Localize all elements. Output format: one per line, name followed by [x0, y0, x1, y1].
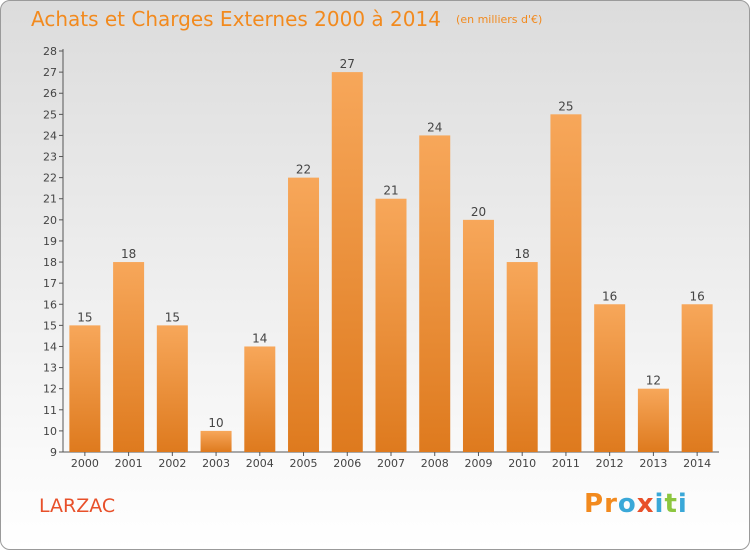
y-tick-label: 17	[43, 277, 57, 290]
bar	[419, 135, 451, 452]
x-tick-label: 2003	[202, 457, 230, 470]
y-tick-label: 9	[50, 446, 57, 459]
logo-letter: i	[677, 489, 688, 519]
bar	[331, 72, 363, 453]
bar-value-label: 24	[427, 120, 442, 134]
y-tick-label: 27	[43, 66, 57, 79]
bar	[156, 325, 188, 452]
bar-value-label: 12	[646, 374, 661, 388]
bar-value-label: 14	[252, 331, 267, 345]
bar-value-label: 16	[602, 289, 617, 303]
bar-value-label: 18	[515, 247, 530, 261]
y-tick-label: 14	[43, 340, 57, 353]
x-tick-label: 2006	[333, 457, 361, 470]
y-tick-label: 26	[43, 87, 57, 100]
bar-value-label: 10	[208, 416, 223, 430]
x-tick-label: 2000	[71, 457, 99, 470]
bar	[550, 114, 582, 452]
logo-letter: x	[636, 489, 655, 519]
bar-value-label: 16	[689, 289, 704, 303]
logo-letter: o	[617, 489, 637, 519]
bar-value-label: 15	[77, 310, 92, 324]
y-tick-label: 20	[43, 214, 57, 227]
bar	[288, 177, 320, 452]
y-tick-label: 10	[43, 425, 57, 438]
chart-title: Achats et Charges Externes 2000 à 2014	[31, 7, 441, 31]
chart-title-block: Achats et Charges Externes 2000 à 2014 (…	[31, 7, 542, 31]
y-tick-label: 21	[43, 193, 57, 206]
y-tick-label: 18	[43, 256, 57, 269]
y-tick-label: 19	[43, 235, 57, 248]
bar	[69, 325, 101, 452]
x-tick-label: 2004	[246, 457, 274, 470]
bar	[200, 430, 232, 452]
bar	[506, 262, 538, 452]
y-tick-label: 22	[43, 172, 57, 185]
x-tick-label: 2005	[290, 457, 318, 470]
logo-letter: i	[654, 489, 665, 519]
y-tick-label: 15	[43, 319, 57, 332]
bar	[113, 262, 145, 452]
bar-value-label: 20	[471, 205, 486, 219]
bar	[594, 304, 626, 452]
y-tick-label: 23	[43, 151, 57, 164]
y-tick-label: 28	[43, 45, 57, 58]
bar-value-label: 27	[340, 57, 355, 71]
bar-value-label: 25	[558, 99, 573, 113]
bar	[681, 304, 713, 452]
bar	[637, 388, 669, 452]
logo-letter: t	[664, 489, 678, 519]
y-tick-label: 13	[43, 362, 57, 375]
x-tick-label: 2012	[596, 457, 624, 470]
x-tick-label: 2002	[158, 457, 186, 470]
logo-letter: r	[604, 489, 618, 519]
y-tick-label: 11	[43, 404, 57, 417]
bar-value-label: 15	[165, 310, 180, 324]
x-tick-label: 2009	[464, 457, 492, 470]
chart-unit: (en milliers d'€)	[456, 13, 543, 26]
bar	[244, 346, 276, 452]
bar-value-label: 22	[296, 163, 311, 177]
x-tick-label: 2007	[377, 457, 405, 470]
y-tick-label: 24	[43, 129, 57, 142]
commune-name: LARZAC	[39, 495, 116, 517]
x-tick-label: 2011	[552, 457, 580, 470]
bar-value-label: 18	[121, 247, 136, 261]
x-tick-label: 2001	[115, 457, 143, 470]
proxiti-logo[interactable]: Proxiti	[584, 489, 688, 519]
y-tick-label: 25	[43, 108, 57, 121]
bar	[462, 219, 494, 452]
x-tick-label: 2010	[508, 457, 536, 470]
x-tick-label: 2014	[683, 457, 711, 470]
y-tick-label: 12	[43, 383, 57, 396]
logo-letter: P	[584, 489, 605, 519]
x-tick-label: 2008	[421, 457, 449, 470]
bar	[375, 198, 407, 452]
bar-value-label: 21	[383, 184, 398, 198]
x-tick-label: 2013	[639, 457, 667, 470]
y-tick-label: 16	[43, 298, 57, 311]
